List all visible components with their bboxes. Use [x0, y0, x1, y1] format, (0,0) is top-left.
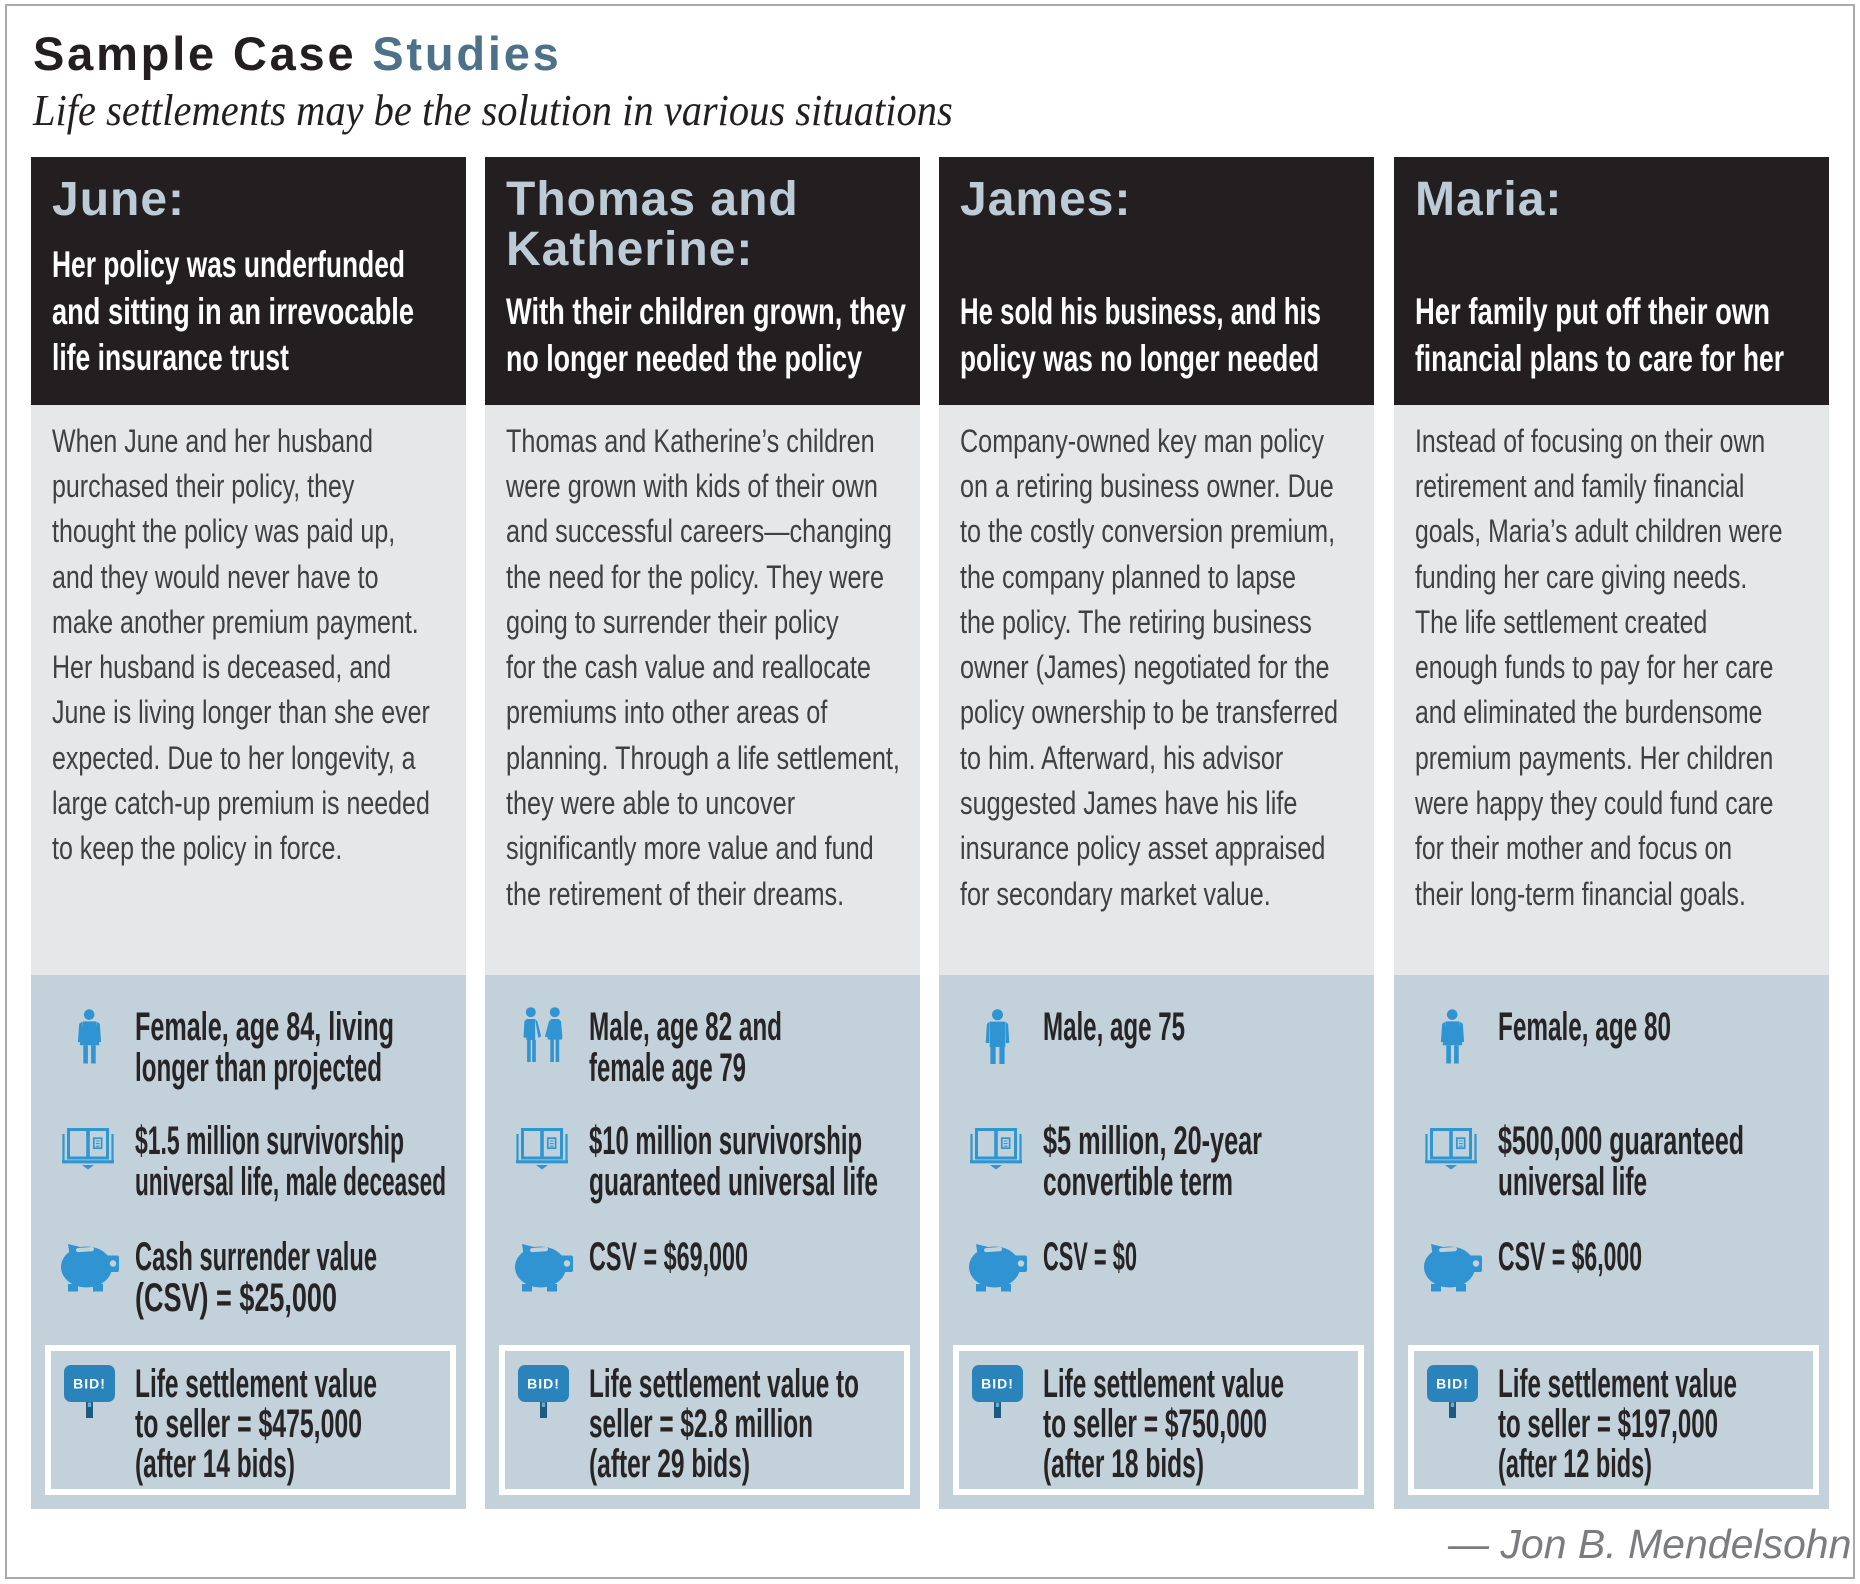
svg-text:BID!: BID!	[73, 1376, 106, 1392]
svg-text:BID!: BID!	[527, 1376, 560, 1392]
svg-text:BID!: BID!	[981, 1376, 1014, 1392]
svg-text:BID!: BID!	[1436, 1376, 1469, 1392]
